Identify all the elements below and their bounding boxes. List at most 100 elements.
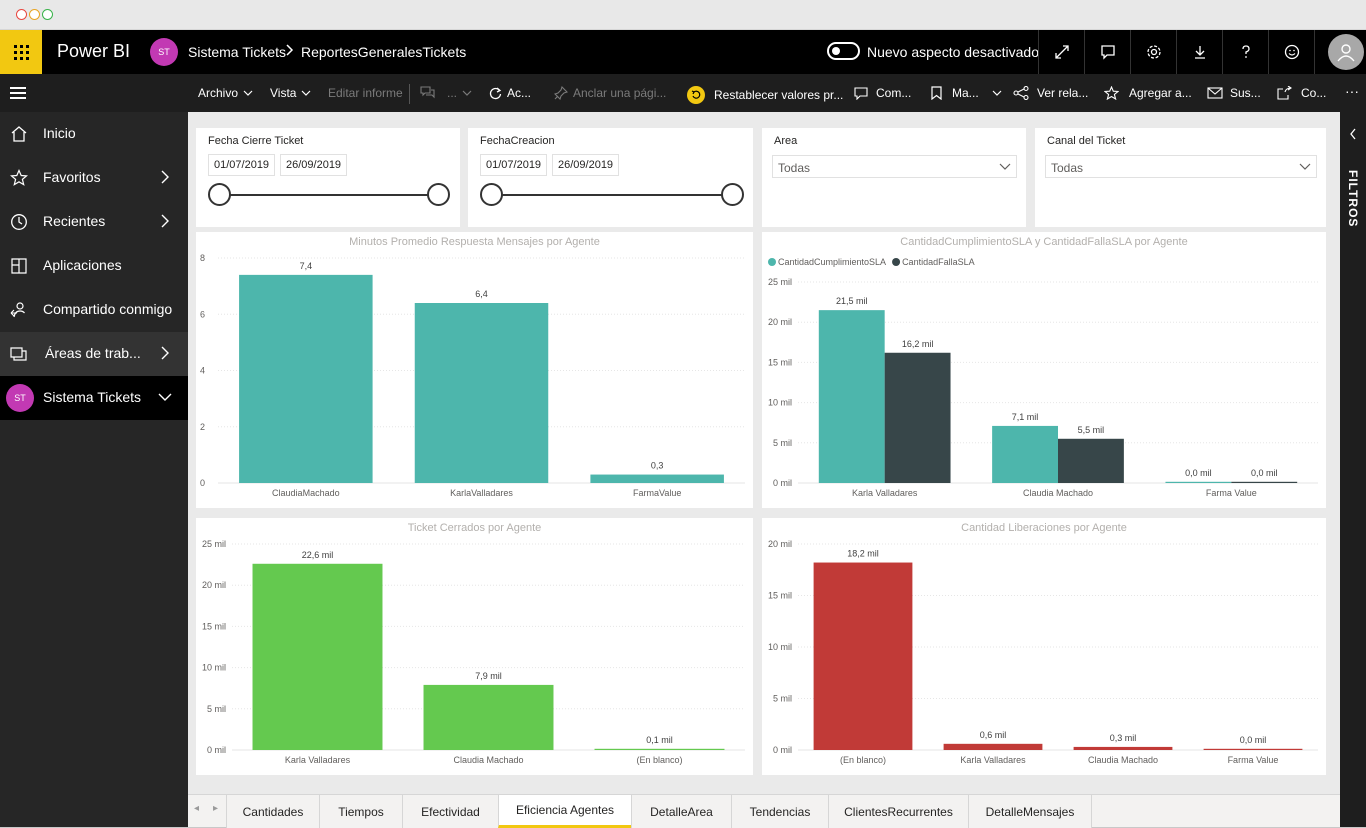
x-category-label: Claudia Machado xyxy=(1088,755,1158,765)
notifications-button[interactable] xyxy=(1084,30,1130,74)
tabs-prev-icon[interactable]: ◂ xyxy=(194,803,200,814)
vista-menu[interactable]: Vista xyxy=(270,86,311,100)
bar[interactable] xyxy=(1231,481,1298,483)
view-related-button[interactable]: Ver rela... xyxy=(1013,86,1088,100)
nav-item-inicio[interactable]: Inicio xyxy=(0,112,188,156)
page-tab[interactable]: Tendencias xyxy=(731,795,828,828)
refresh-button[interactable]: Ac... xyxy=(489,86,531,100)
date-slider-start-handle[interactable] xyxy=(208,183,231,206)
nav-item-areas-trabajo[interactable]: Áreas de trab... xyxy=(0,332,188,376)
bar[interactable] xyxy=(252,563,383,750)
bar[interactable] xyxy=(1058,438,1124,483)
feedback-button[interactable] xyxy=(1268,30,1314,74)
share-button[interactable]: Co... xyxy=(1277,86,1326,100)
date-slider-track[interactable] xyxy=(492,194,732,196)
bar[interactable] xyxy=(884,352,951,483)
bar[interactable] xyxy=(590,474,724,483)
date-slider-track[interactable] xyxy=(220,194,440,196)
more-options-button[interactable]: ··· xyxy=(1345,83,1359,99)
canal-dropdown[interactable]: Todas xyxy=(1045,155,1317,178)
y-tick-label: 15 mil xyxy=(202,621,226,631)
x-category-label: Claudia Machado xyxy=(1023,488,1093,498)
reset-defaults-button[interactable]: Restablecer valores pr... xyxy=(687,86,843,104)
chart-liberaciones[interactable]: Cantidad Liberaciones por Agente 0 mil 5 … xyxy=(762,518,1326,775)
user-avatar-icon[interactable] xyxy=(1328,34,1364,70)
breadcrumb-workspace[interactable]: Sistema Tickets xyxy=(188,44,287,60)
help-button[interactable] xyxy=(1222,30,1268,74)
bar[interactable] xyxy=(943,743,1043,750)
chart-sla-por-agente[interactable]: CantidadCumplimientoSLA y CantidadFallaS… xyxy=(762,232,1326,508)
settings-button[interactable] xyxy=(1130,30,1176,74)
y-tick-label: 20 mil xyxy=(768,317,792,327)
new-look-toggle[interactable] xyxy=(827,42,860,60)
bar[interactable] xyxy=(818,310,885,483)
app-header: Power BI ST Sistema Tickets ReportesGene… xyxy=(0,30,1366,74)
date-slider-end-handle[interactable] xyxy=(427,183,450,206)
bar[interactable] xyxy=(239,274,373,483)
bar[interactable] xyxy=(813,562,913,750)
area-dropdown[interactable]: Todas xyxy=(772,155,1017,178)
data-label: 16,2 mil xyxy=(902,339,934,349)
edit-report-button[interactable]: Editar informe xyxy=(328,86,403,100)
subscribe-button[interactable]: Sus... xyxy=(1207,86,1261,100)
chart-title: CantidadCumplimientoSLA y CantidadFallaS… xyxy=(900,236,1188,248)
page-tab[interactable]: DetalleArea xyxy=(631,795,731,828)
page-tab[interactable]: ClientesRecurrentes xyxy=(828,795,968,828)
chart-svg: 0 mil 5 mil 10 mil 15 mil 20 mil 18,2 mil (En … xyxy=(768,539,1318,765)
nav-item-aplicaciones[interactable]: Aplicaciones xyxy=(0,244,188,288)
chart-tickets-cerrados[interactable]: Ticket Cerrados por Agente 0 mil 5 mil 10 … xyxy=(196,518,753,775)
bar[interactable] xyxy=(1073,746,1173,750)
page-tab[interactable]: Efectividad xyxy=(402,795,498,828)
nav-item-recientes[interactable]: Recientes xyxy=(0,200,188,244)
bar[interactable] xyxy=(423,684,554,750)
brand-title[interactable]: Power BI xyxy=(57,41,131,61)
tabs-next-icon[interactable]: ▸ xyxy=(213,803,219,814)
breadcrumb-report[interactable]: ReportesGeneralesTickets xyxy=(301,44,467,60)
filters-pane[interactable]: FILTROS xyxy=(1340,112,1366,827)
page-tab[interactable]: Tiempos xyxy=(319,795,402,828)
download-button[interactable] xyxy=(1176,30,1222,74)
bar[interactable] xyxy=(414,303,549,483)
nav-item-compartido[interactable]: Compartido conmigo xyxy=(0,288,188,332)
bar[interactable] xyxy=(1203,748,1303,750)
data-label: 5,5 mil xyxy=(1078,425,1105,435)
legend-label[interactable]: CantidadCumplimientoSLA xyxy=(778,257,886,267)
explore-button[interactable]: ... xyxy=(420,86,472,100)
chevron-left-icon[interactable] xyxy=(1349,128,1357,140)
app-launcher-button[interactable] xyxy=(0,30,42,74)
slicer-area: Area Todas xyxy=(762,128,1026,227)
date-slider-start-handle[interactable] xyxy=(480,183,503,206)
bookmarks-button[interactable]: Ma... xyxy=(931,86,1002,100)
page-tab[interactable]: Cantidades xyxy=(226,795,319,828)
hamburger-menu-icon[interactable] xyxy=(10,87,26,99)
bar[interactable] xyxy=(1165,481,1232,483)
date-to-input[interactable]: 26/09/2019 xyxy=(280,154,348,176)
bar[interactable] xyxy=(594,748,725,750)
minimize-window-button[interactable] xyxy=(29,9,40,20)
legend-label[interactable]: CantidadFallaSLA xyxy=(902,257,975,267)
account-button[interactable] xyxy=(1314,30,1366,74)
close-window-button[interactable] xyxy=(16,9,27,20)
home-icon xyxy=(11,126,27,142)
page-tab[interactable]: DetalleMensajes xyxy=(968,795,1092,828)
date-slider-end-handle[interactable] xyxy=(721,183,744,206)
zoom-window-button[interactable] xyxy=(42,9,53,20)
x-category-label: Claudia Machado xyxy=(453,755,523,765)
chevron-down-icon xyxy=(158,393,172,401)
nav-item-sistema-tickets[interactable]: ST Sistema Tickets xyxy=(0,376,188,420)
date-from-input[interactable]: 01/07/2019 xyxy=(208,154,276,176)
slicer-canal: Canal del Ticket Todas xyxy=(1035,128,1326,227)
bar[interactable] xyxy=(992,425,1058,483)
fullscreen-button[interactable] xyxy=(1038,30,1084,74)
date-from-input[interactable]: 01/07/2019 xyxy=(480,154,548,176)
archivo-menu[interactable]: Archivo xyxy=(198,86,253,100)
comment-button[interactable]: Com... xyxy=(854,86,911,100)
date-to-input[interactable]: 26/09/2019 xyxy=(552,154,620,176)
data-label: 0,3 mil xyxy=(1110,733,1137,743)
pin-page-button[interactable]: Anclar una pági... xyxy=(554,86,666,100)
favorite-button[interactable]: Agregar a... xyxy=(1104,86,1192,100)
nav-item-favoritos[interactable]: Favoritos xyxy=(0,156,188,200)
page-tab[interactable]: Eficiencia Agentes xyxy=(498,795,631,828)
chart-minutos-respuesta[interactable]: Minutos Promedio Respuesta Mensajes por … xyxy=(196,232,753,508)
chart-title: Ticket Cerrados por Agente xyxy=(407,522,542,534)
